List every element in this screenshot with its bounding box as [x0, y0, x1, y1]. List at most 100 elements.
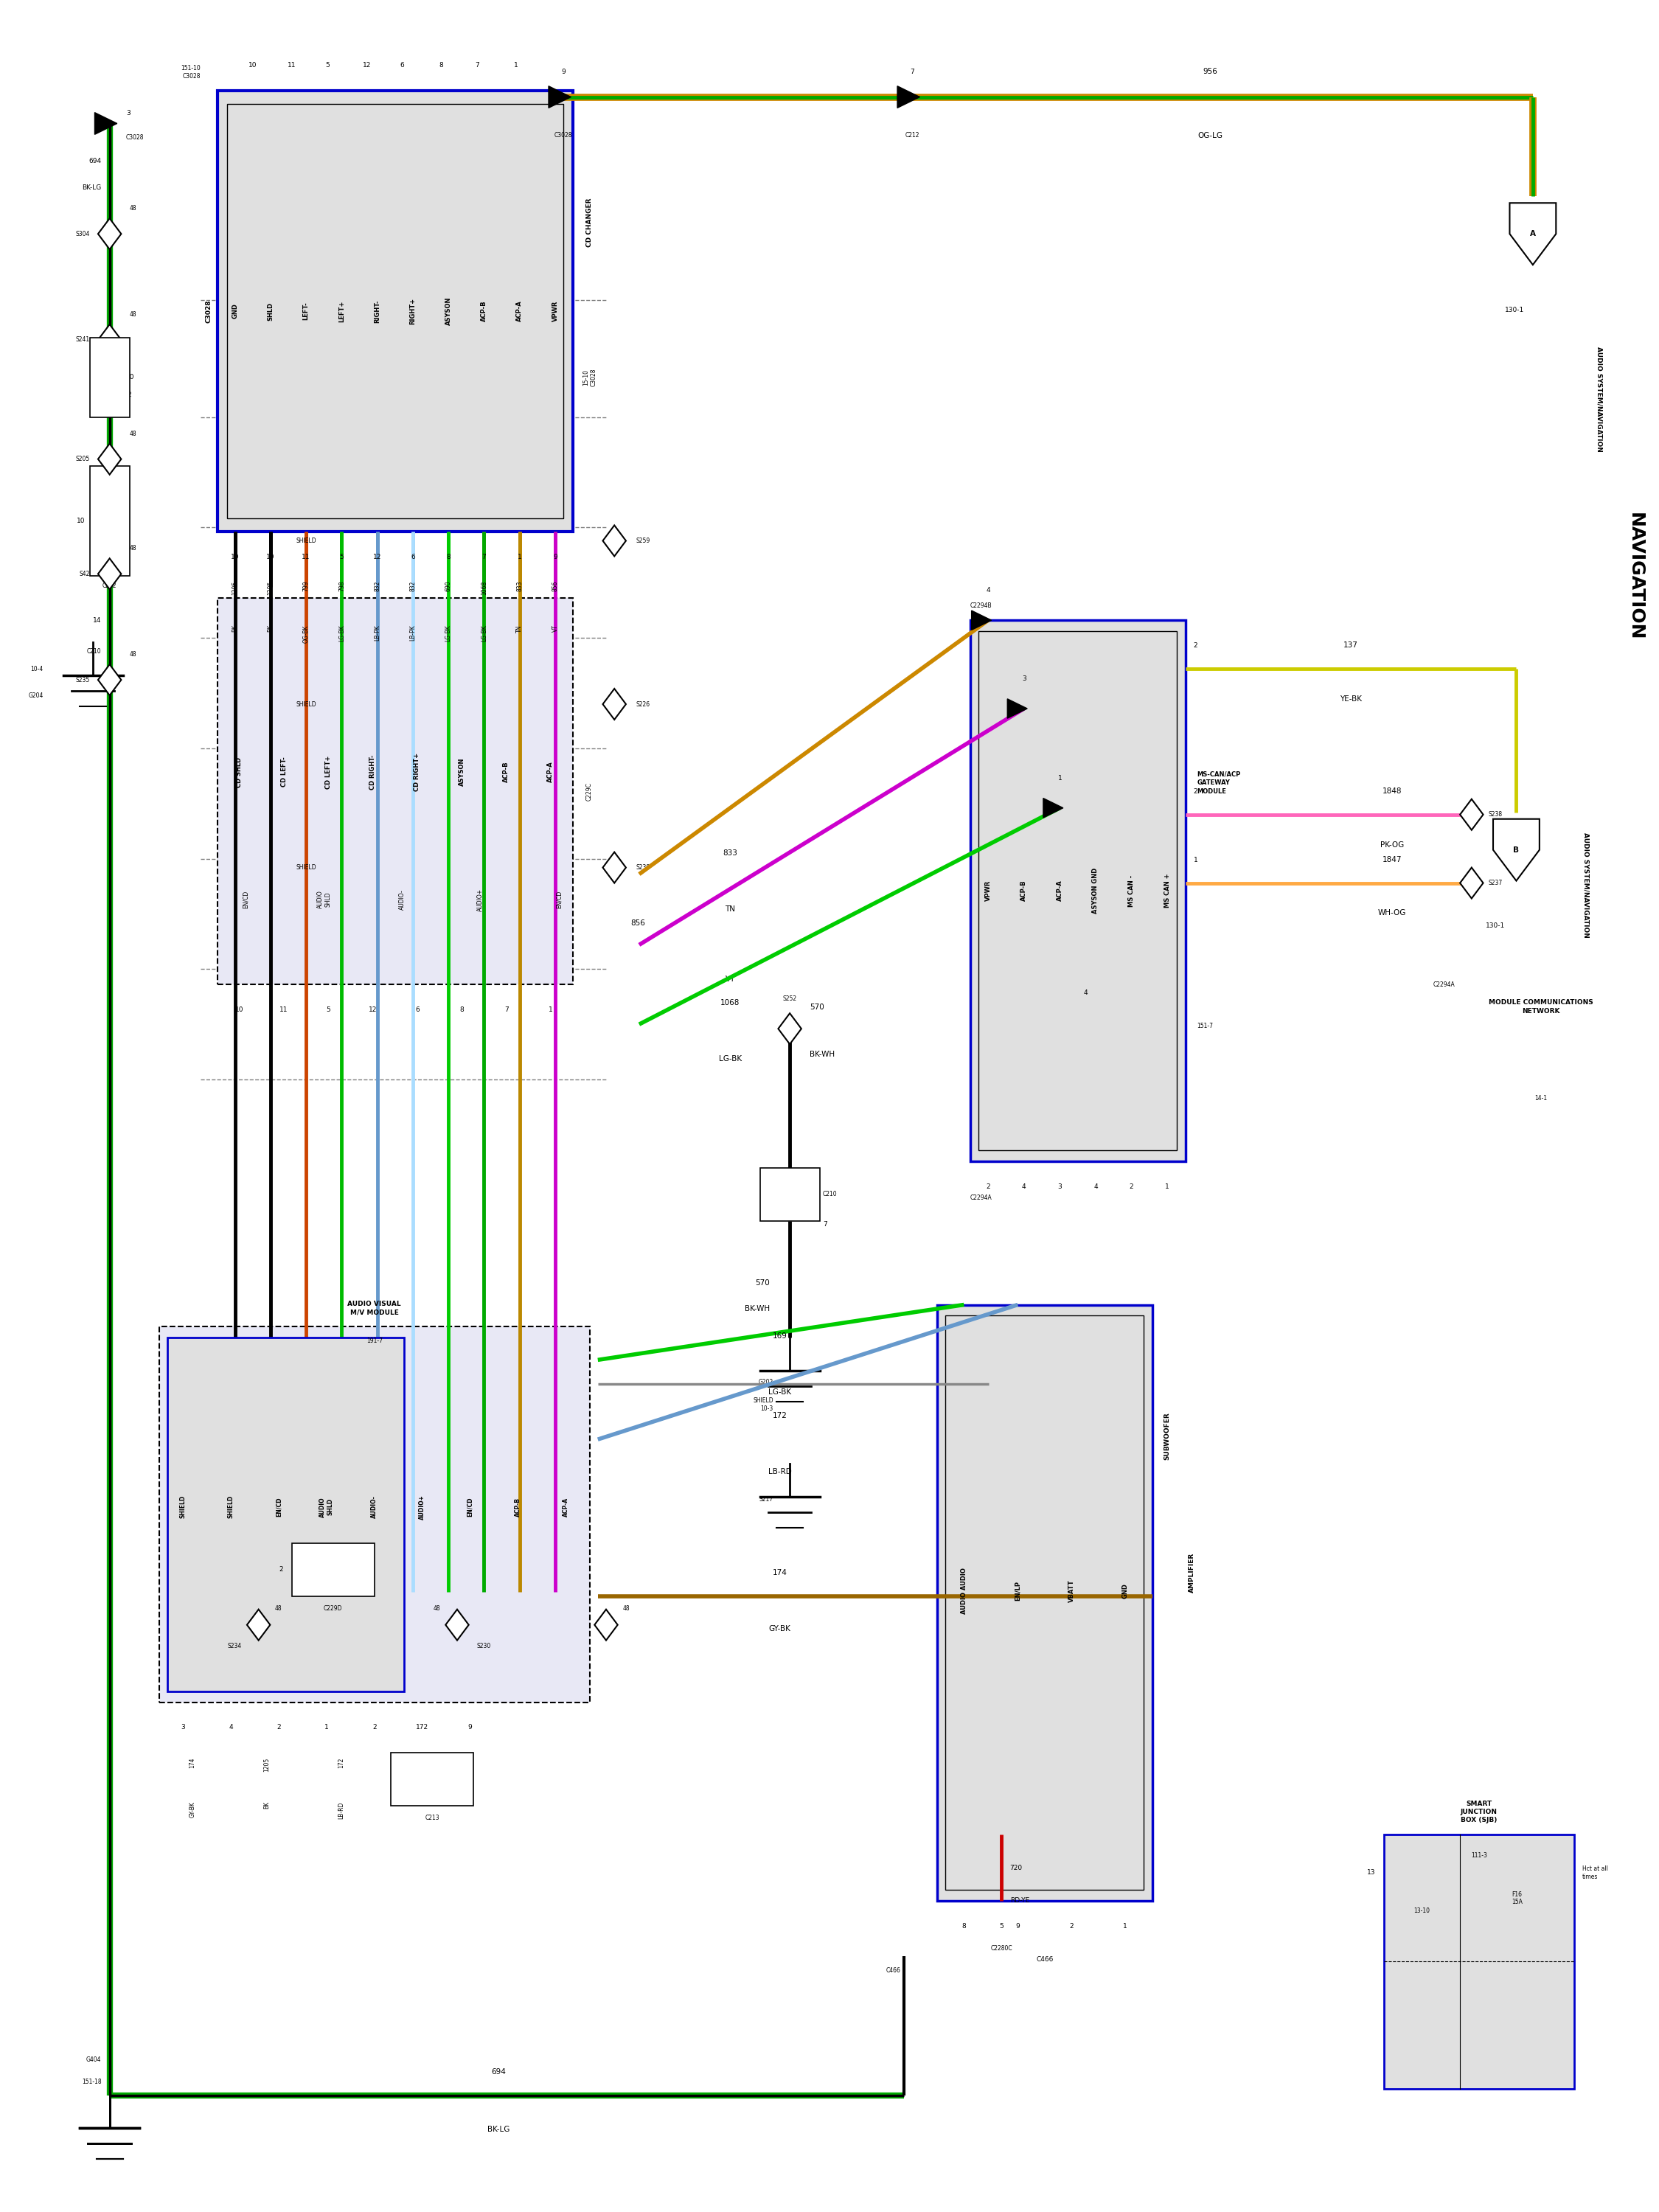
Text: 5: 5	[325, 62, 330, 69]
Text: 832: 832	[410, 580, 416, 591]
Text: LB-RD: LB-RD	[413, 1756, 420, 1774]
Text: BK-LG: BK-LG	[488, 2126, 509, 2132]
Polygon shape	[98, 557, 121, 588]
Text: ASYSON GND: ASYSON GND	[1092, 867, 1098, 914]
Text: 2: 2	[1130, 1183, 1133, 1190]
Text: C210: C210	[86, 648, 101, 655]
Text: 48: 48	[275, 1606, 282, 1613]
Text: MS CAN -: MS CAN -	[1128, 874, 1135, 907]
Text: RIGHT-: RIGHT-	[373, 299, 380, 323]
Text: 4: 4	[1093, 1183, 1098, 1190]
Text: LB-RD: LB-RD	[768, 1469, 791, 1475]
Text: 2: 2	[279, 1566, 284, 1573]
Polygon shape	[1510, 204, 1556, 265]
Text: 48: 48	[129, 431, 136, 438]
Text: S217: S217	[760, 1495, 773, 1502]
Polygon shape	[602, 524, 625, 555]
Text: C466: C466	[886, 1966, 901, 1973]
Text: AUDIO AUDIO: AUDIO AUDIO	[961, 1568, 967, 1615]
Text: 169: 169	[773, 1332, 786, 1340]
Text: C2294A: C2294A	[1433, 982, 1455, 989]
Text: 799: 799	[304, 580, 310, 591]
Text: ASYSON: ASYSON	[458, 759, 465, 785]
Text: AUDIO VISUAL
M/V MODULE: AUDIO VISUAL M/V MODULE	[348, 1301, 401, 1316]
Text: C2294B: C2294B	[971, 602, 992, 608]
Text: 8: 8	[962, 1922, 966, 1929]
Polygon shape	[98, 219, 121, 250]
Text: 191-7: 191-7	[367, 1338, 383, 1345]
Text: 12: 12	[362, 62, 372, 69]
Text: 130-1: 130-1	[1485, 922, 1505, 929]
Text: 8: 8	[460, 1006, 465, 1013]
Text: AUDIO
SHLD: AUDIO SHLD	[317, 891, 332, 909]
Text: SHIELD: SHIELD	[295, 865, 317, 872]
Text: S234: S234	[227, 1644, 242, 1650]
Text: S205: S205	[76, 456, 90, 462]
Text: EN/CD: EN/CD	[466, 1498, 473, 1517]
Text: S252: S252	[783, 995, 796, 1002]
Text: EN/LP: EN/LP	[1014, 1582, 1020, 1601]
Text: S226: S226	[635, 701, 650, 708]
Text: AUDIO SYSTEM/NAVIGATION: AUDIO SYSTEM/NAVIGATION	[1596, 347, 1603, 451]
Polygon shape	[1493, 818, 1540, 880]
Text: 5: 5	[340, 553, 343, 560]
Text: BK-LG: BK-LG	[81, 184, 101, 190]
Text: 4: 4	[1083, 989, 1087, 995]
Text: C229C: C229C	[586, 783, 592, 801]
Text: S259: S259	[635, 538, 650, 544]
Text: C3028: C3028	[126, 135, 144, 142]
Text: 10: 10	[231, 553, 239, 560]
Text: 174: 174	[189, 1756, 196, 1767]
Text: 694: 694	[88, 157, 101, 164]
Text: 4: 4	[229, 1723, 232, 1730]
Text: CD SHLD: CD SHLD	[236, 757, 242, 787]
Bar	[760, 1168, 820, 1221]
Bar	[971, 619, 1185, 1161]
Text: SHIELD: SHIELD	[295, 701, 317, 708]
Text: 6: 6	[411, 553, 415, 560]
Bar	[168, 1338, 405, 1692]
Text: 9: 9	[561, 69, 566, 75]
Polygon shape	[549, 86, 571, 108]
Text: 172: 172	[338, 1756, 345, 1767]
Text: AUDIO-: AUDIO-	[372, 1495, 378, 1517]
Text: 2: 2	[277, 1723, 280, 1730]
Polygon shape	[1460, 799, 1483, 830]
Text: MS-CAN/ACP
GATEWAY
MODULE: MS-CAN/ACP GATEWAY MODULE	[1196, 770, 1241, 794]
Text: S237: S237	[1488, 880, 1503, 887]
Polygon shape	[898, 86, 919, 108]
Text: ACP-B: ACP-B	[514, 1498, 521, 1517]
Text: 13-10: 13-10	[1413, 1907, 1430, 1913]
Text: C466: C466	[1035, 1955, 1053, 1962]
Text: 10: 10	[76, 518, 85, 524]
Text: 7: 7	[474, 62, 479, 69]
Polygon shape	[247, 1610, 270, 1641]
Text: AUDIO SYSTEM/NAVIGATION: AUDIO SYSTEM/NAVIGATION	[1583, 832, 1589, 938]
Text: 956: 956	[1203, 69, 1218, 75]
Text: 14: 14	[93, 617, 101, 624]
Text: 833: 833	[516, 580, 523, 591]
Text: 7: 7	[481, 553, 486, 560]
Text: CD CHANGER: CD CHANGER	[586, 199, 592, 248]
Text: SHIELD: SHIELD	[295, 538, 317, 544]
Text: ACP-B: ACP-B	[481, 301, 488, 321]
Text: C212: C212	[103, 582, 116, 588]
Text: S304: S304	[75, 230, 90, 237]
Text: AUDIO+: AUDIO+	[478, 887, 484, 911]
Text: GND: GND	[232, 303, 239, 319]
Text: ACP-B: ACP-B	[503, 761, 509, 783]
Text: 48: 48	[433, 1606, 441, 1613]
Text: MODULE COMMUNICATIONS
NETWORK: MODULE COMMUNICATIONS NETWORK	[1488, 1000, 1593, 1015]
Text: 48: 48	[129, 650, 136, 657]
Text: C210: C210	[823, 1190, 838, 1197]
Text: LEFT-: LEFT-	[304, 303, 310, 321]
Text: 1: 1	[325, 1723, 328, 1730]
Text: 12: 12	[373, 553, 382, 560]
Text: 130-1: 130-1	[1505, 307, 1525, 314]
Text: 151-18: 151-18	[81, 2079, 101, 2086]
Bar	[979, 630, 1176, 1150]
Text: 10-3: 10-3	[760, 1405, 773, 1411]
Text: 1: 1	[549, 1006, 552, 1013]
Text: B: B	[1513, 847, 1520, 854]
Text: ACP-A: ACP-A	[547, 761, 554, 783]
